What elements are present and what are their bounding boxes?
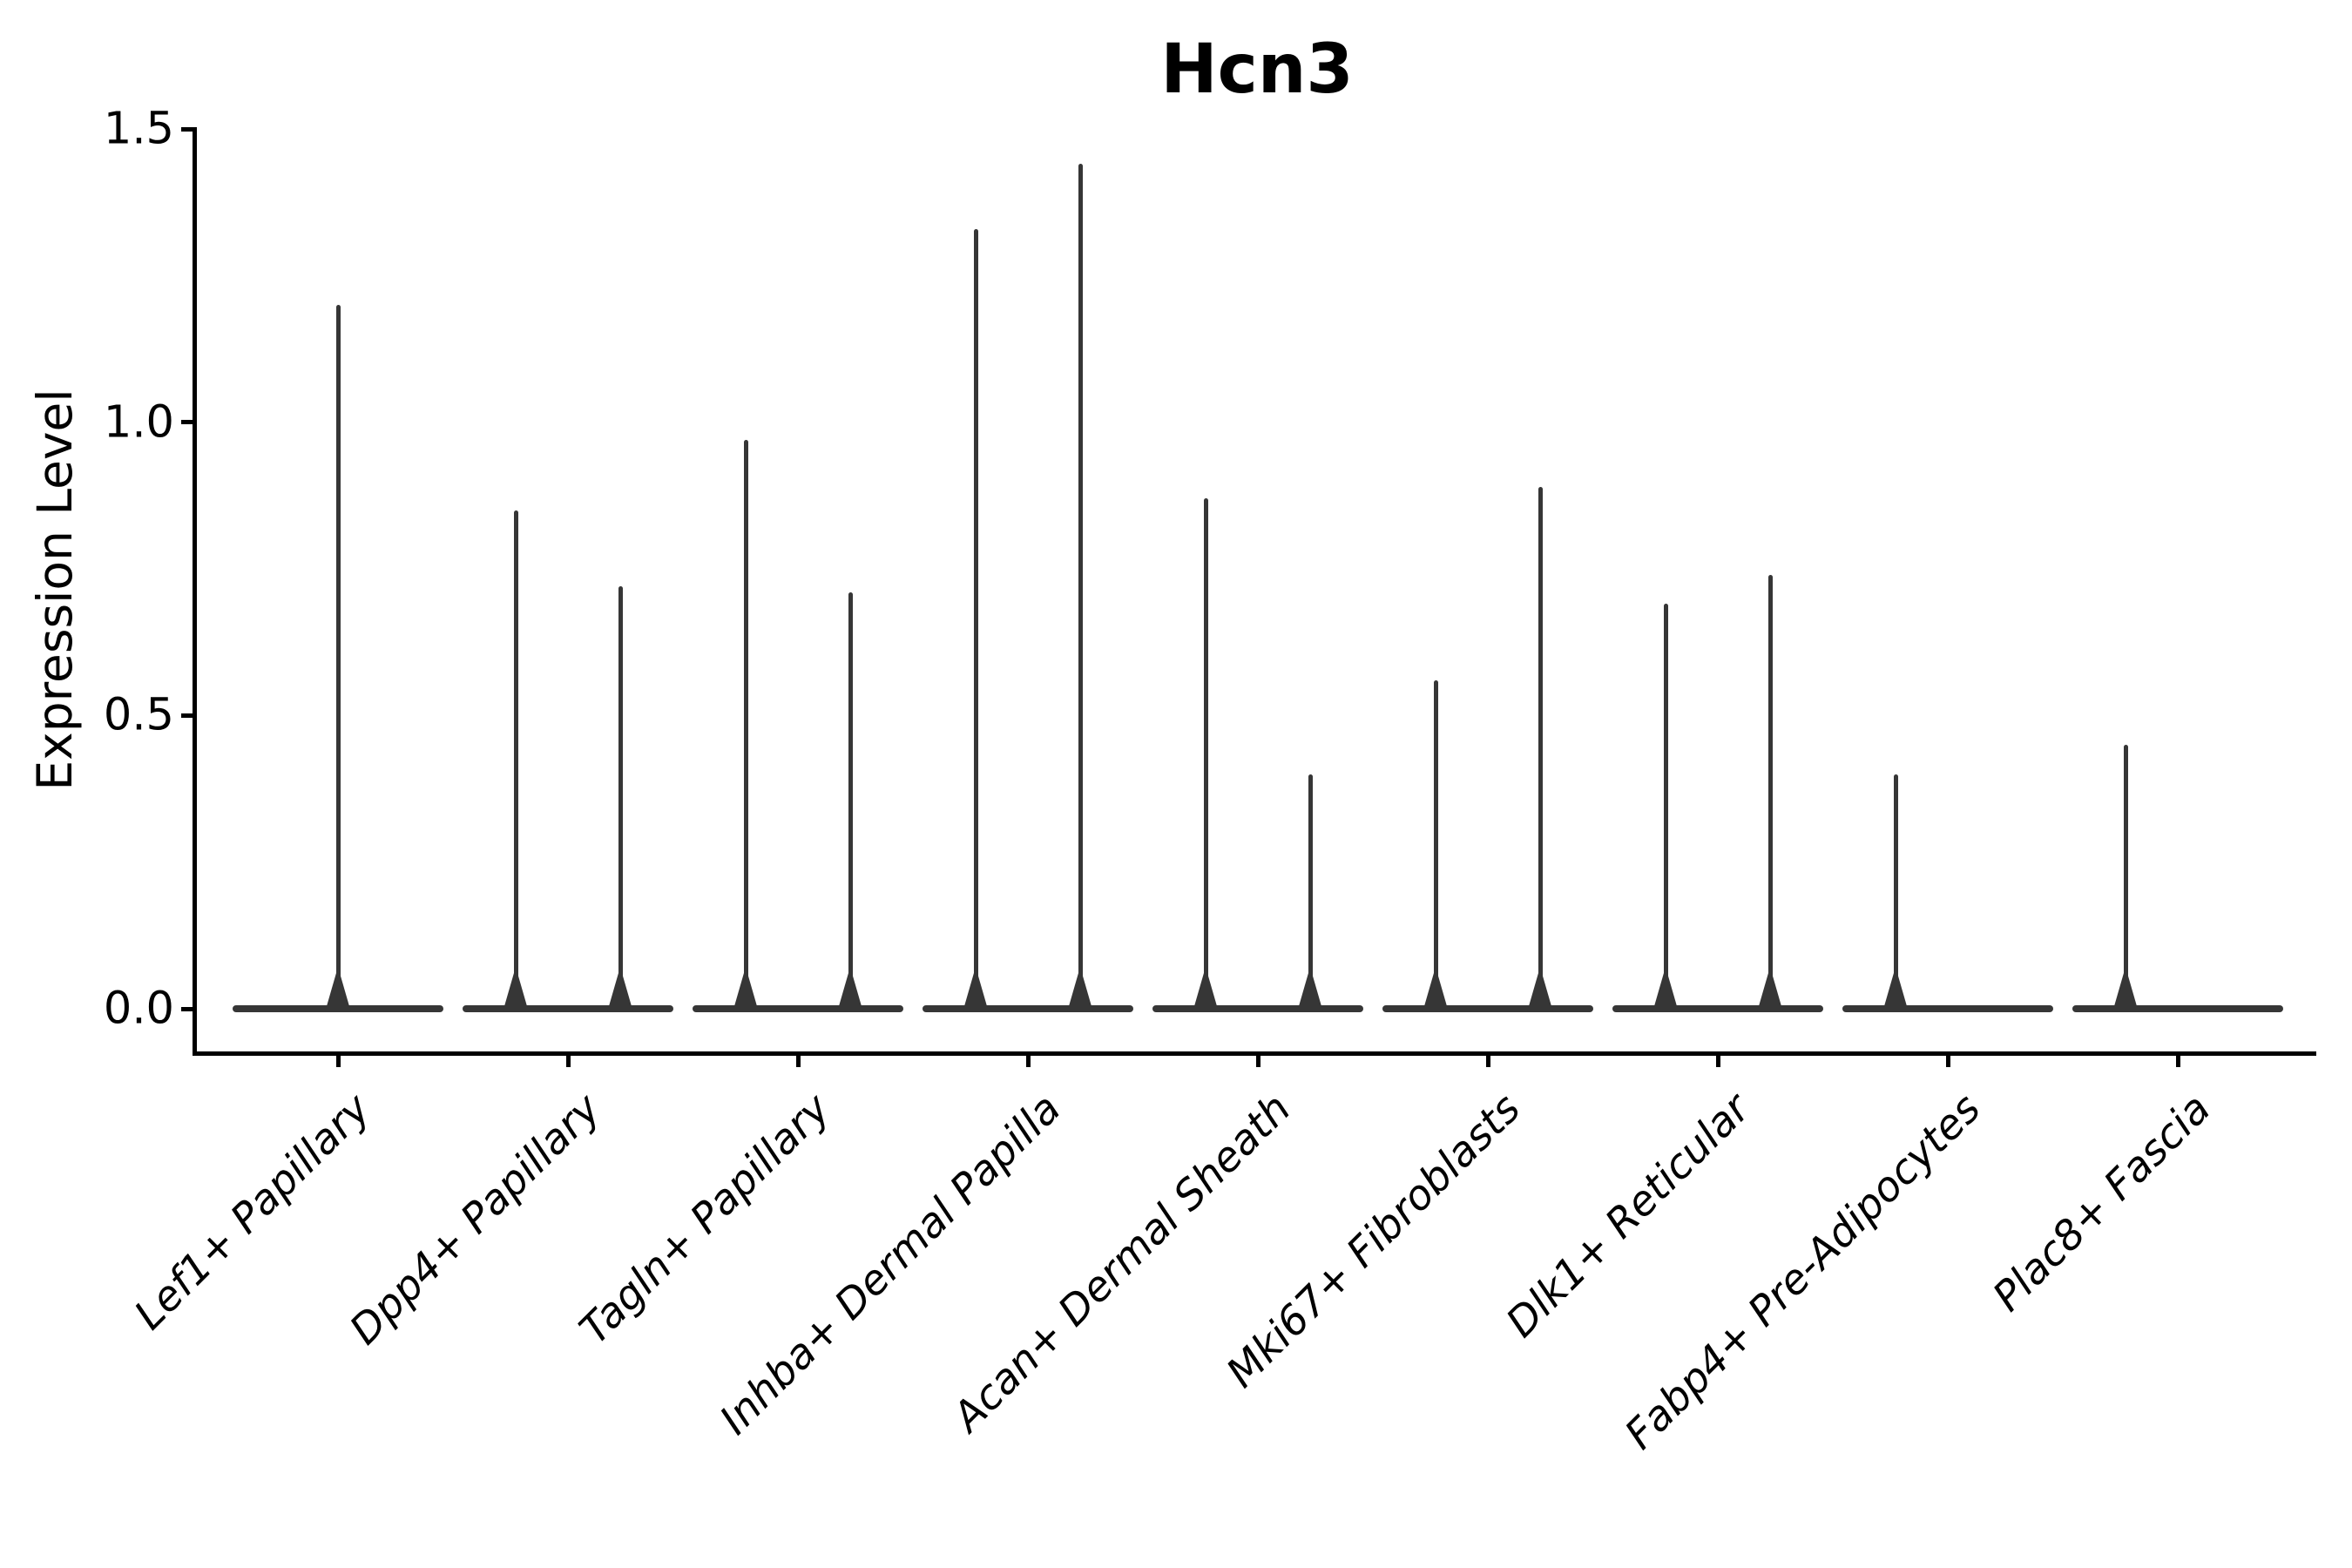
violin-base — [923, 1005, 1133, 1012]
violin-spike — [1433, 679, 1438, 1012]
x-tick-label: Lef1+ Papillary — [125, 1085, 381, 1340]
x-tick-label: Tagln+ Papillary — [571, 1085, 841, 1354]
violin-spike — [1203, 498, 1208, 1012]
x-tick — [2175, 1056, 2180, 1067]
y-tick-label: 1.0 — [103, 396, 174, 449]
violin-spike — [618, 586, 623, 1012]
x-tick — [795, 1056, 801, 1067]
x-tick — [1715, 1056, 1720, 1067]
violin-base — [463, 1005, 673, 1012]
y-tick — [181, 1006, 193, 1011]
violin-spike — [335, 305, 341, 1012]
x-tick-label: Dpp4+ Papillary — [340, 1085, 611, 1355]
x-tick — [1025, 1056, 1031, 1067]
violin-spike — [1663, 604, 1668, 1012]
y-axis-label: Expression Level — [27, 389, 83, 791]
y-tick-label: 0.5 — [103, 689, 174, 741]
violin-base — [2072, 1005, 2283, 1012]
x-axis-spine — [193, 1051, 2316, 1056]
y-tick-label: 1.5 — [103, 103, 174, 155]
y-tick — [181, 126, 193, 132]
violin-spike — [848, 591, 853, 1012]
y-tick — [181, 420, 193, 425]
violin-base — [1612, 1005, 1823, 1012]
violin-spike — [1767, 574, 1773, 1012]
chart-title: Hcn3 — [1160, 30, 1354, 109]
violin-base — [1382, 1005, 1593, 1012]
y-axis-spine — [193, 127, 197, 1056]
y-tick — [181, 713, 193, 718]
x-tick — [1255, 1056, 1260, 1067]
y-tick-label: 0.0 — [103, 983, 174, 1035]
violin-spike — [1078, 164, 1083, 1012]
x-tick — [565, 1056, 571, 1067]
violin-spike — [513, 510, 518, 1012]
violin-base — [1152, 1005, 1363, 1012]
x-tick — [1485, 1056, 1490, 1067]
violin-spike — [1538, 486, 1543, 1012]
violin-spike — [1893, 774, 1898, 1012]
violin-spike — [973, 228, 978, 1012]
x-tick — [1945, 1056, 1950, 1067]
x-tick-label: Plac8+ Fascia — [1984, 1085, 2220, 1321]
violin-base — [693, 1005, 903, 1012]
violin-spike — [1308, 774, 1313, 1012]
violin-spike — [743, 439, 748, 1012]
x-tick-label: Dlk1+ Reticular — [1497, 1085, 1761, 1348]
violin-spike — [2123, 745, 2128, 1012]
x-tick — [335, 1056, 341, 1067]
violin-base — [1842, 1005, 2053, 1012]
